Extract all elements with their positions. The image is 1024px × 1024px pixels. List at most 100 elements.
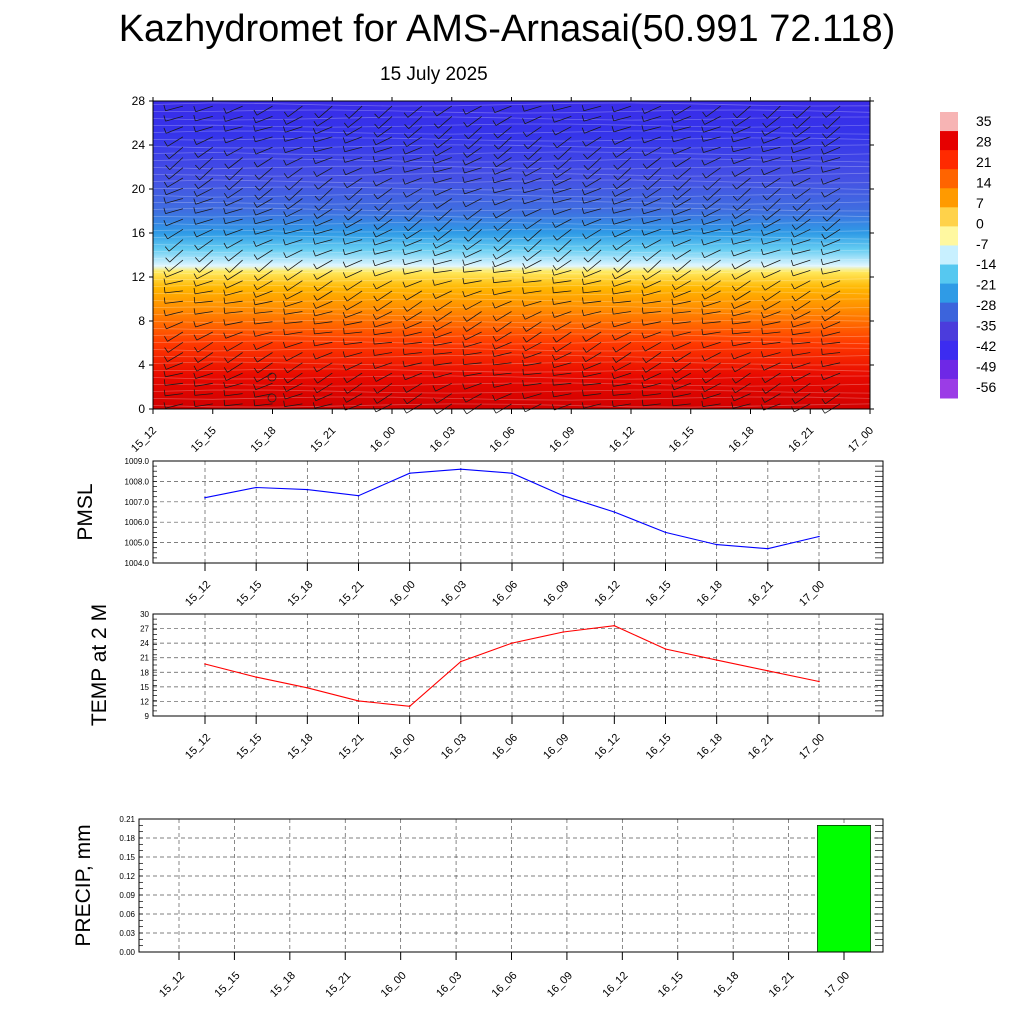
wind-barb-flag: [790, 248, 794, 255]
wind-barb: [645, 362, 662, 373]
wind-barb-flag: [611, 334, 616, 341]
wind-barb: [314, 239, 333, 245]
wind-barb: [795, 290, 811, 302]
wind-barb: [525, 341, 542, 352]
wind-barb: [647, 177, 662, 191]
wind-barb: [405, 239, 423, 247]
wind-barb-flag: [462, 201, 466, 207]
wind-barb: [405, 321, 423, 330]
y-tick-label: 0.15: [119, 853, 135, 862]
wind-barb-flag: [312, 353, 316, 360]
wind-barb-flag: [194, 346, 199, 353]
wind-barb: [762, 157, 781, 163]
wind-barb-flag: [224, 163, 229, 169]
wind-barb: [404, 249, 423, 256]
wind-barb: [647, 259, 662, 273]
wind-barb-flag: [791, 132, 797, 138]
wind-barb-flag: [581, 370, 584, 377]
wind-barb: [583, 280, 602, 285]
wind-barb-flag: [313, 263, 317, 270]
wind-barb-flag: [254, 194, 259, 200]
wind-barb-flag: [284, 195, 290, 201]
wind-barb: [823, 177, 841, 185]
wind-barb-flag: [641, 150, 646, 156]
wind-barb-flag: [462, 176, 465, 183]
wind-barb: [647, 167, 662, 181]
wind-barb: [764, 300, 781, 311]
wind-barb: [377, 218, 393, 230]
wind-barb: [674, 105, 692, 116]
wind-barb: [733, 136, 751, 143]
wind-barb-flag: [164, 140, 168, 147]
wind-barb: [645, 341, 662, 352]
colorbar-swatch: [940, 245, 958, 266]
wind-barb-flag: [163, 370, 166, 377]
wind-barb-flag: [701, 386, 705, 392]
wind-barb-flag: [283, 367, 288, 374]
x-tick-label: 16_15: [667, 425, 697, 455]
x-tick-label: 15_21: [308, 425, 338, 455]
wind-barb-flag: [432, 258, 435, 265]
wind-barb-flag: [462, 251, 466, 258]
contour-line: [152, 179, 871, 184]
wind-barb-flag: [701, 308, 704, 315]
wind-barb: [524, 177, 542, 185]
wind-barb-flag: [253, 148, 257, 155]
wind-barb-flag: [820, 323, 824, 330]
wind-barb-flag: [253, 356, 258, 363]
wind-barb: [285, 341, 303, 349]
wind-barb-flag: [283, 159, 287, 166]
wind-barb: [464, 341, 482, 348]
wind-barb-flag: [225, 267, 230, 273]
wind-barb: [583, 403, 602, 409]
wind-barb: [225, 382, 243, 389]
wind-barb: [823, 321, 841, 330]
wind-barb-flag: [372, 270, 376, 277]
wind-barb: [826, 126, 841, 139]
wind-barb-flag: [492, 176, 495, 183]
wind-barb-flag: [492, 358, 494, 365]
wind-barb: [225, 198, 243, 207]
wind-barb: [733, 249, 751, 257]
wind-barb: [316, 259, 333, 270]
wind-barb-flag: [820, 156, 824, 163]
wind-barb-flag: [313, 302, 317, 309]
wind-barb-flag: [224, 255, 229, 262]
wind-barb: [526, 321, 542, 332]
wind-barb-flag: [342, 156, 346, 163]
data-point: [767, 670, 769, 672]
wind-barb: [346, 290, 363, 302]
wind-barb-flag: [463, 236, 469, 242]
wind-barb: [494, 167, 512, 175]
wind-barb-flag: [583, 266, 588, 272]
wind-barb: [225, 208, 243, 215]
wind-barb: [285, 126, 303, 133]
wind-barb: [615, 352, 632, 363]
wind-barb-flag: [225, 175, 230, 181]
wind-barb-flag: [791, 193, 797, 200]
wind-barb: [583, 311, 602, 316]
wind-barb: [556, 136, 572, 149]
wind-barb: [468, 218, 482, 232]
wind-barb: [796, 198, 811, 211]
wind-barb: [288, 188, 303, 201]
wind-barb-flag: [312, 128, 317, 134]
wind-barb: [406, 300, 423, 312]
wind-barb: [733, 228, 751, 235]
wind-barb: [823, 239, 841, 247]
wind-barb: [497, 126, 512, 139]
wind-barb: [586, 167, 602, 180]
x-tick-label: 16_00: [368, 425, 398, 455]
wind-barb: [796, 105, 811, 119]
wind-barb: [613, 403, 632, 407]
wind-barb: [317, 280, 333, 292]
wind-barb: [194, 393, 213, 396]
wind-barb: [792, 321, 811, 328]
wind-barb: [257, 249, 273, 260]
wind-barb-flag: [761, 145, 764, 152]
wind-barb-flag: [432, 157, 436, 164]
wind-barb-flag: [552, 142, 558, 149]
wind-barb: [733, 157, 751, 164]
wind-barb-flag: [492, 212, 497, 219]
wind-barb: [525, 403, 542, 413]
